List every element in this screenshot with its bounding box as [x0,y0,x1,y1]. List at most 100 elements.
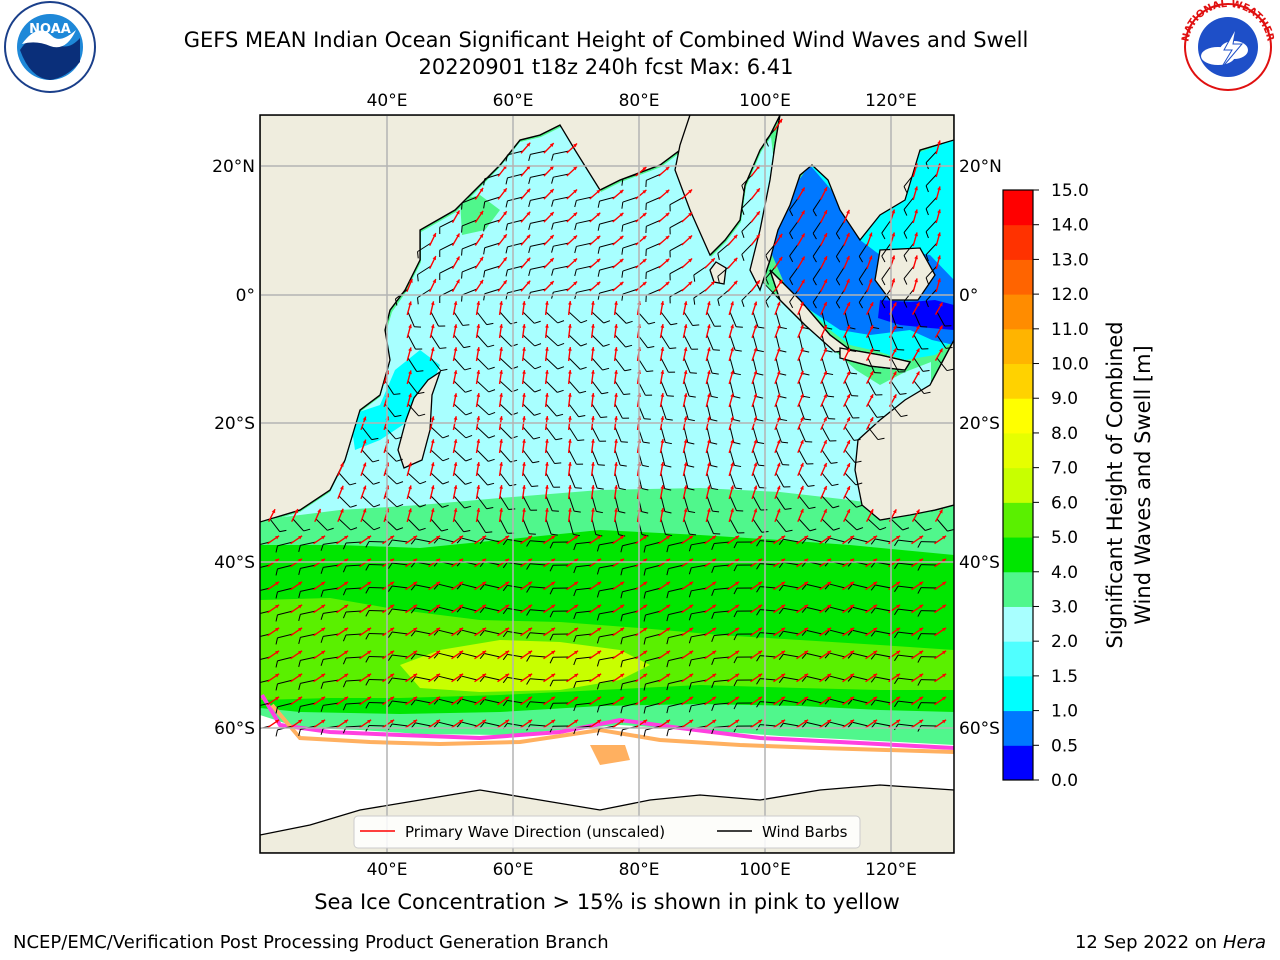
wave-arrow [865,301,874,315]
wave-arrow [911,371,921,384]
wind-barb [913,357,930,372]
noaa-logo-text: NOAA [29,22,71,37]
wind-barb [660,403,673,421]
wind-barb [433,721,455,728]
wind-barb [320,541,340,551]
colorbar-tick-label: 6.0 [1051,493,1078,513]
wind-barb [844,380,859,397]
wave-arrow [820,370,828,385]
wave-arrow [658,189,670,200]
wind-barb [461,219,478,233]
wind-barb [798,426,813,443]
wave-arrow [866,232,873,247]
wave-arrow [658,166,670,177]
wave-arrow [727,257,738,269]
wave-arrow [842,650,855,660]
wave-arrow [567,346,572,362]
wave-arrow [520,234,531,246]
wave-arrow [406,393,412,408]
wave-arrow [613,347,618,362]
wind-barb [522,403,541,416]
wind-barb [320,679,340,689]
wind-barb [502,676,524,684]
wind-barb [573,656,593,666]
lat-label-left-20s: 20°S [214,414,255,434]
wind-barb [522,495,538,511]
wave-arrow [290,581,303,591]
wind-barb [479,721,501,728]
wind-barb [844,403,860,419]
wind-barb [387,562,409,569]
wave-arrow [475,324,481,339]
wind-barb [591,380,609,395]
wind-barb [801,537,823,544]
wind-barb [342,679,363,688]
wind-barb [476,426,496,439]
wave-arrow [658,673,671,683]
wave-arrow [865,508,874,522]
wind-barb [407,403,426,417]
wave-arrow [912,186,918,201]
wind-barb [660,426,672,445]
wind-barb [729,472,743,490]
wind-barb [894,631,915,639]
wave-arrow [796,581,809,591]
wave-arrow [474,210,484,223]
wave-arrow [497,696,510,706]
wave-arrow [589,650,602,660]
wind-barb [526,655,547,662]
lat-label-left-60s: 60°S [214,719,255,739]
wave-arrow [613,508,618,523]
wave-arrow [612,650,625,660]
wind-barb [733,702,754,710]
lon-label-bottom-100e: 100°E [739,860,791,880]
wind-barb [551,242,570,253]
wave-arrow [796,256,806,269]
wind-barb [551,265,570,276]
wave-arrow [935,209,941,224]
wave-arrow [658,581,671,591]
wave-arrow [590,323,595,339]
wind-barb [365,655,386,663]
wind-barb [867,518,887,531]
wave-arrow [728,439,734,454]
lat-label-left-40s: 40°S [214,553,255,573]
wind-barb [894,562,915,570]
wind-barb [821,518,840,531]
wave-arrow [520,696,533,706]
nws-logo: NATIONAL WEATHER SERVICE [0,0,1276,92]
wind-barb [387,608,409,615]
wind-barb [890,357,906,373]
wave-arrow [498,485,504,500]
wave-arrow [911,325,921,338]
wind-barb [522,334,542,347]
wave-arrow [682,462,688,477]
colorbar-segment [1003,190,1033,226]
wave-arrow [820,186,828,200]
wind-barb [733,587,754,595]
wave-arrow [313,627,326,637]
wave-arrow [681,673,694,683]
wave-arrow [658,696,671,706]
colorbar-tick-label: 1.0 [1051,702,1078,722]
wave-arrow [405,627,418,637]
wave-arrow [820,301,828,316]
wind-barb [502,699,524,707]
wave-arrow [774,508,781,523]
wind-barb [410,538,432,545]
wind-barb [894,608,915,616]
wind-barb [275,702,294,714]
date-text: 12 Sep 2022 on [1074,932,1218,953]
wave-arrow [406,324,412,339]
wind-barb [733,656,754,664]
wave-arrow [290,627,303,637]
map-frame [259,114,955,854]
wind-barb [894,539,915,547]
wind-barb [688,702,708,713]
lon-label-bottom-60e: 60°E [493,860,534,880]
wind-barb [361,518,381,531]
wave-arrow [635,719,648,729]
wind-barb [925,219,938,239]
colorbar-segment [1003,294,1033,330]
wave-arrow [658,535,671,545]
